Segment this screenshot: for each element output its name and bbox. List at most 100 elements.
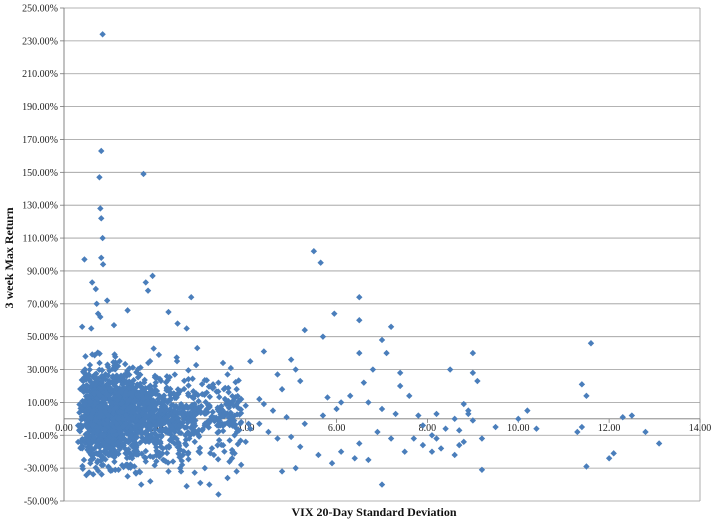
data-point [112,431,120,438]
data-point [437,445,445,452]
data-point [165,444,173,451]
data-point [610,450,617,457]
data-point [190,388,197,395]
y-tick-labels: -50.00% -30.00% -10.00% 10.00% 30.00% 50.00% 7… [22,4,58,508]
data-point [127,380,134,387]
data-point [145,412,152,419]
data-point [168,416,176,423]
data-point [229,422,236,429]
data-point [110,321,118,329]
data-point [152,440,159,448]
data-point [86,427,94,434]
data-point [100,454,107,462]
data-point [401,448,408,455]
data-point [142,279,149,286]
data-point [111,351,118,358]
data-point [465,410,472,418]
data-point [219,359,227,367]
data-point [182,441,190,449]
data-point [214,406,222,413]
data-point [157,406,164,414]
data-point [78,323,86,331]
data-point [85,373,92,380]
data-point [88,325,95,332]
y-tick-label: 250.00% [22,4,58,15]
data-point [149,272,156,280]
data-point [201,420,209,427]
data-point [105,434,113,441]
data-points [74,31,663,498]
data-point [233,468,240,475]
data-point [176,447,183,454]
data-point [169,458,177,465]
data-point [415,412,422,419]
data-point [125,436,133,444]
data-point [210,451,218,459]
data-point [147,426,154,433]
data-point [256,420,263,427]
data-point [173,354,180,361]
data-point [419,422,427,429]
data-point [133,451,140,458]
data-point [469,369,477,377]
data-point [451,415,458,423]
data-point [177,429,185,437]
y-tick-label: 30.00% [27,365,58,376]
data-point [356,294,363,301]
data-point [81,401,89,408]
data-point [128,455,136,462]
data-point [515,415,522,423]
data-point [214,429,221,436]
data-point [142,454,149,462]
data-point [492,423,499,431]
data-point [92,285,99,293]
data-point [95,375,102,382]
data-point [98,215,105,222]
data-point [167,422,174,430]
data-point [337,399,345,406]
data-point [162,415,169,422]
data-point [287,433,295,441]
data-point [100,439,107,447]
data-point [116,357,123,365]
data-point [99,31,106,38]
y-tick-label: 70.00% [27,299,58,310]
data-point [163,373,171,380]
data-point [214,456,222,463]
data-point [215,379,222,386]
data-point [383,349,390,357]
data-point [126,396,133,404]
data-point [191,438,198,445]
data-point [111,458,118,465]
data-point [160,392,168,399]
data-point [90,407,97,415]
data-point [203,389,210,396]
data-point [96,419,103,426]
data-point [136,468,144,476]
data-point [228,455,236,462]
data-point [142,428,150,435]
data-point [171,371,179,378]
data-point [209,381,217,388]
data-point [237,395,245,403]
data-point [74,438,82,446]
data-point [93,422,100,430]
data-point [283,413,290,421]
data-point [166,396,174,404]
data-point [190,430,198,438]
data-point [139,423,146,430]
data-point [195,398,202,405]
data-point [192,417,199,424]
data-point [469,349,477,357]
data-point [197,479,204,487]
data-point [451,451,458,459]
data-point [155,432,163,440]
data-point [92,370,100,377]
data-point [102,408,109,415]
data-point [208,445,216,452]
data-point [162,379,170,386]
data-point [315,451,322,459]
data-point [165,468,172,475]
data-point [360,379,368,386]
data-point [97,448,104,455]
